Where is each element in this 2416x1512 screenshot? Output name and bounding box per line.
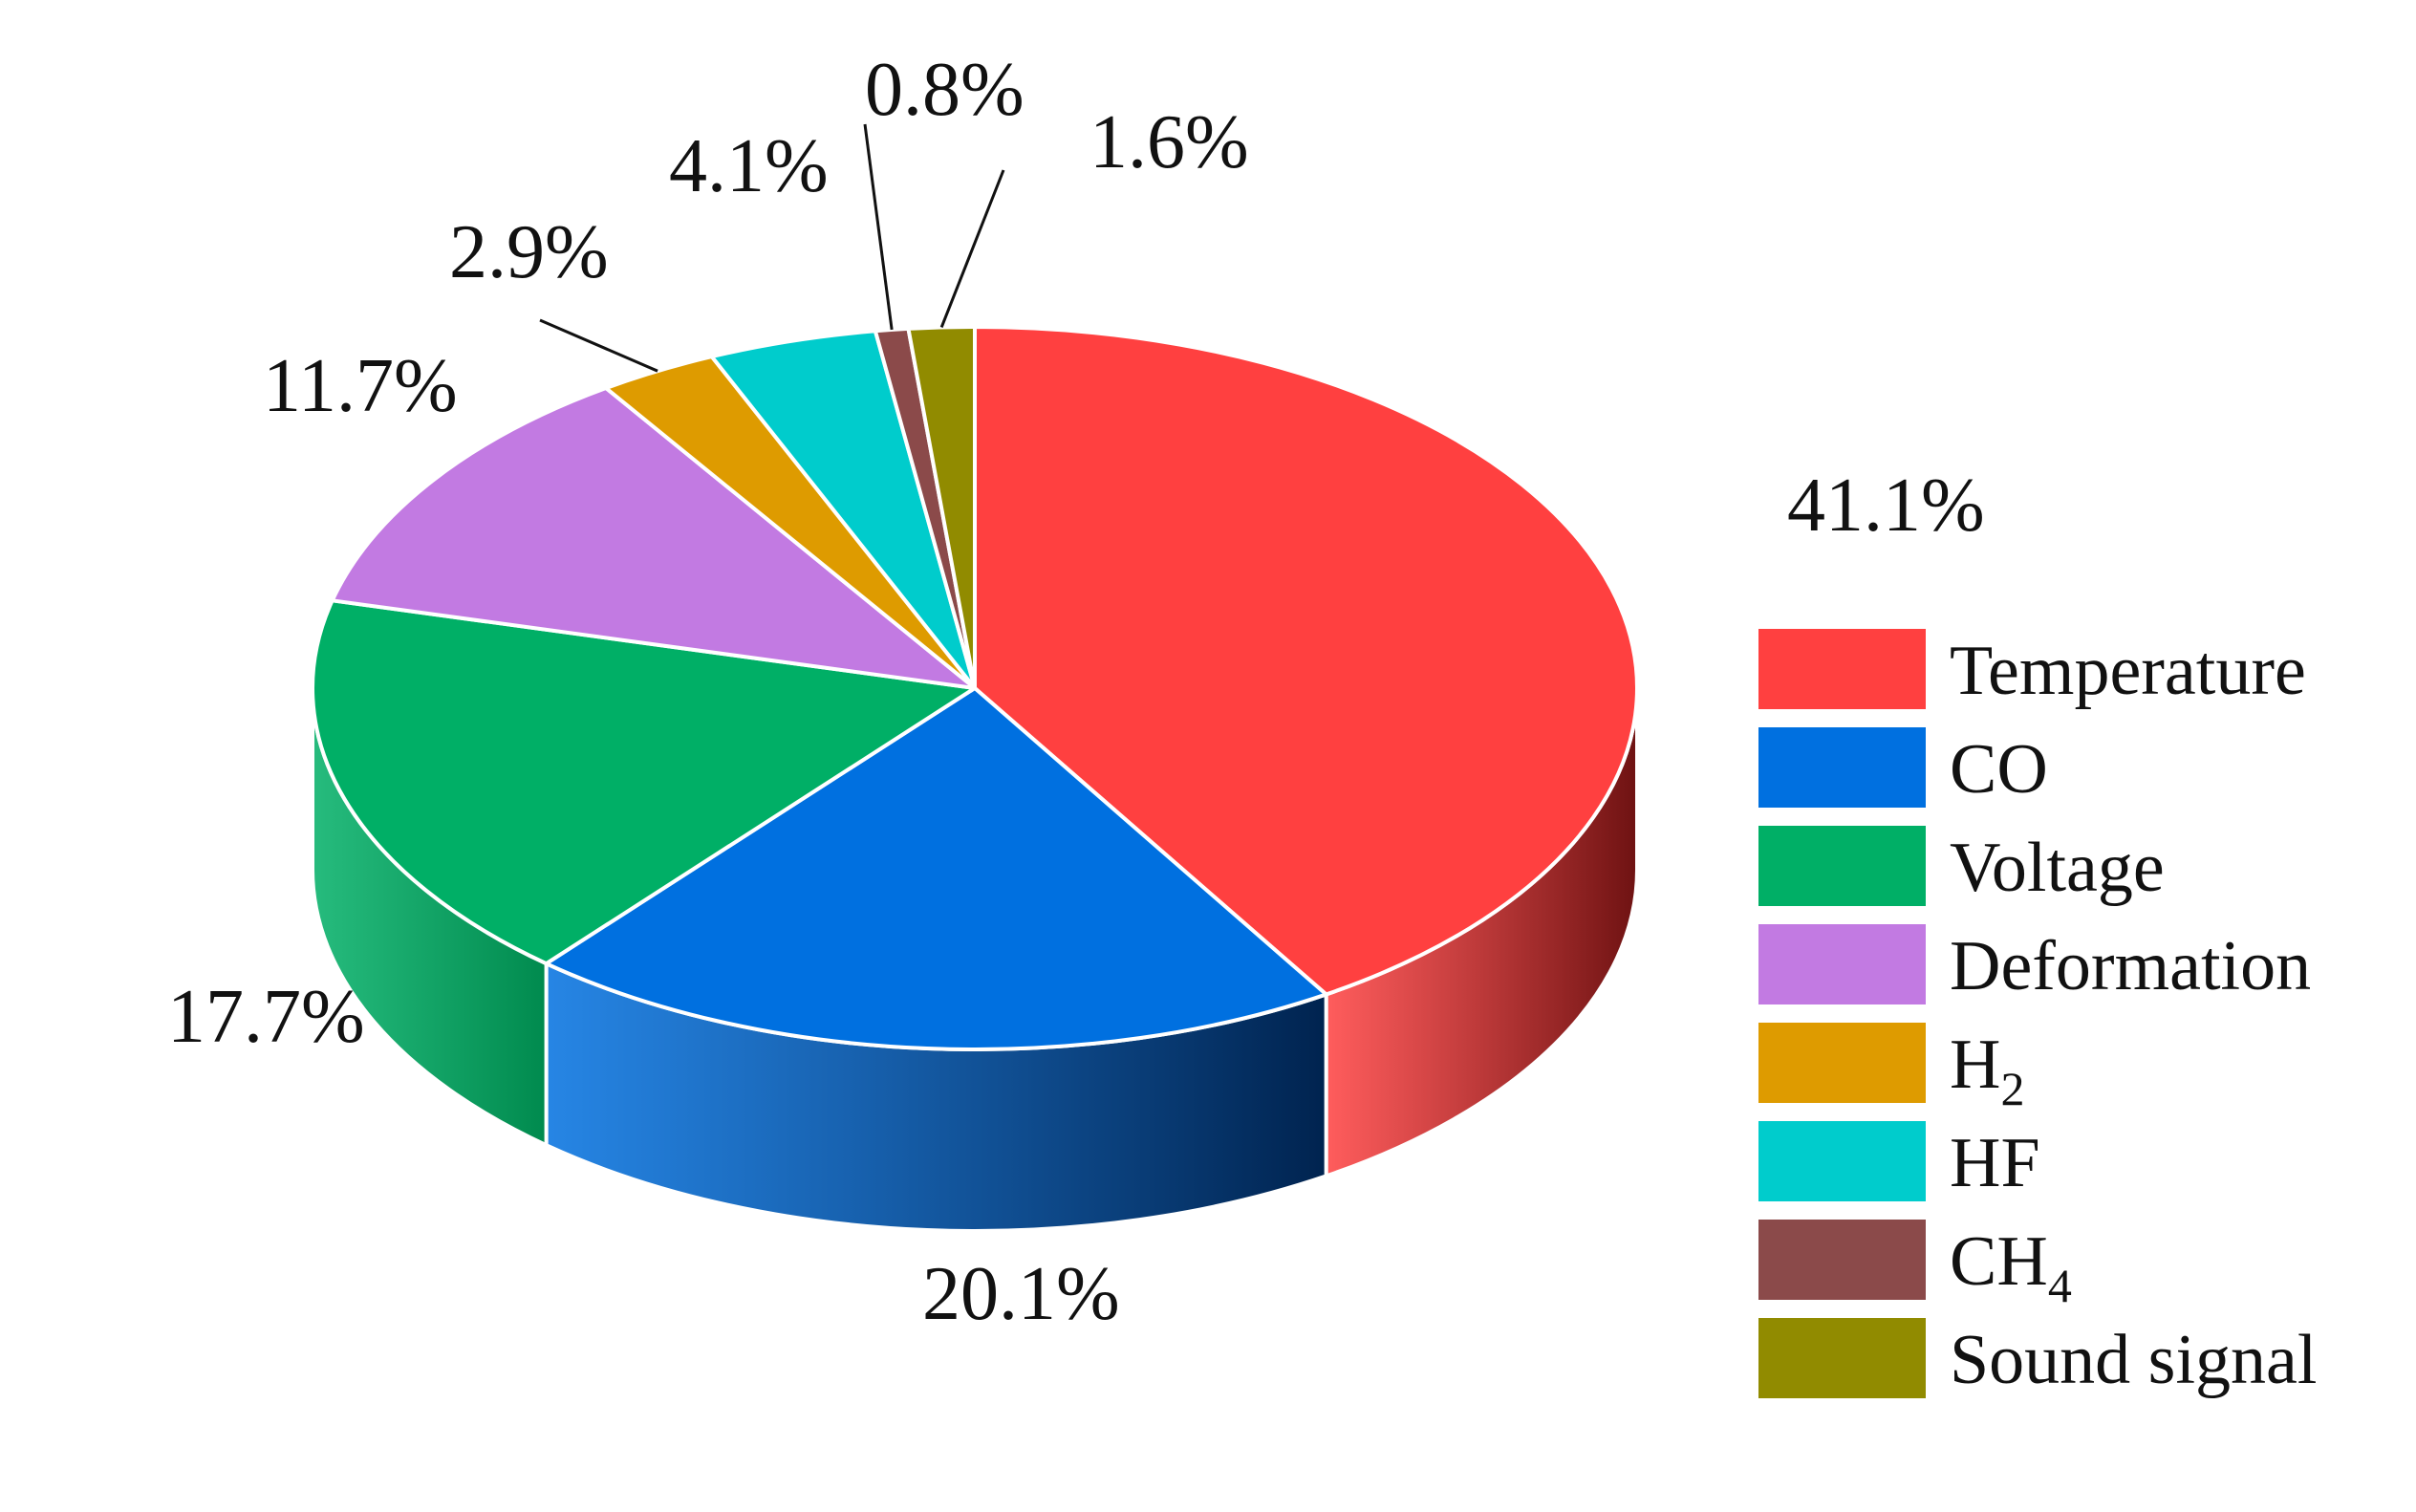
pie-slices [311,325,1639,1051]
slice-deformation [330,386,977,690]
leader-line-ch4 [863,123,894,331]
legend-label-hf: HF [1950,1124,2040,1202]
leader-line-h2 [539,318,658,373]
legend-label-ch4: CH4 [1950,1222,2072,1312]
pct-label-ch4: 0.8% [865,48,1025,132]
leader-lines [539,123,1005,373]
legend-swatch-sound-signal [1758,1318,1926,1398]
leader-line-sound-signal [939,169,1005,329]
legend-swatch-ch4 [1758,1220,1926,1300]
percentage-labels: 41.1% 20.1% 17.7% 11.7% 2.9% 4.1% 0.8% 1.6% [167,48,1985,1336]
legend-label-co: CO [1950,730,2048,809]
legend-label-temperature: Temperature [1950,632,2306,710]
pct-label-hf: 4.1% [669,124,829,208]
slice-voltage [311,598,977,966]
legend-label-voltage: Voltage [1950,829,2165,907]
legend-label-deformation: Deformation [1950,927,2311,1005]
legend-swatch-h2 [1758,1023,1926,1103]
slice-co [544,686,1328,1051]
pct-label-sound-signal: 1.6% [1089,100,1249,184]
legend-swatch-hf [1758,1121,1926,1201]
legend-label-h2: H2 [1950,1026,2024,1115]
pct-label-temperature: 41.1% [1787,464,1985,548]
slice-sound-signal [906,325,977,690]
pie-side-walls [311,686,1639,1233]
slice-temperature [973,325,1639,997]
pct-label-deformation: 11.7% [263,344,458,428]
legend-swatch-voltage [1758,826,1926,906]
pct-label-h2: 2.9% [449,210,609,294]
legend-swatch-temperature [1758,629,1926,709]
legend-swatch-deformation [1758,924,1926,1004]
legend-label-sound-signal: Sound signal [1950,1321,2317,1399]
pct-label-voltage: 17.7% [167,975,365,1059]
legend: Temperature CO Voltage Deformation H2 HF CH4 So… [1758,629,2317,1399]
slice-hf [709,329,977,690]
legend-swatch-co [1758,727,1926,808]
pct-label-co: 20.1% [922,1252,1120,1336]
